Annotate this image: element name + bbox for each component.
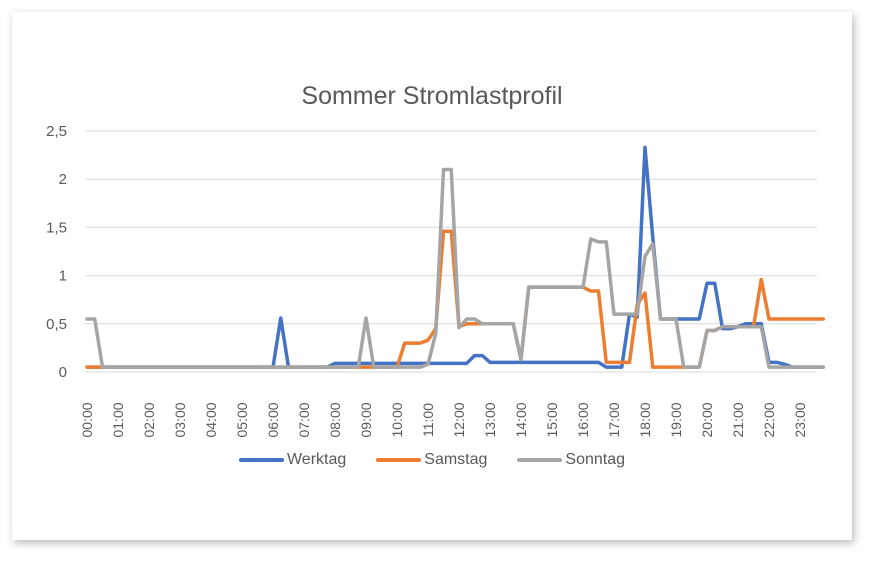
x-tick-label: 14:00 — [513, 402, 529, 437]
x-tick-label: 07:00 — [296, 402, 312, 437]
x-tick-label: 08:00 — [327, 402, 343, 437]
x-tick-label: 21:00 — [730, 402, 746, 437]
legend-label: Samstag — [424, 451, 488, 468]
x-tick-label: 00:00 — [79, 402, 95, 437]
x-tick-label: 01:00 — [110, 402, 126, 437]
legend-item-sonntag[interactable]: Sonntag — [517, 451, 625, 469]
y-tick-label: 2,5 — [46, 123, 67, 140]
legend-line-icon — [238, 458, 284, 462]
x-tick-label: 18:00 — [637, 402, 653, 437]
legend-label: Werktag — [286, 451, 347, 468]
series-line-sonntag[interactable] — [85, 167, 825, 369]
x-tick-label: 19:00 — [668, 402, 684, 437]
chart-title: Sommer Stromlastprofil — [301, 82, 563, 110]
y-tick-label: 1,5 — [46, 219, 67, 236]
x-tick-label: 09:00 — [358, 402, 374, 437]
x-tick-label: 17:00 — [606, 402, 622, 437]
x-tick-label: 04:00 — [203, 402, 219, 437]
x-tick-label: 05:00 — [234, 402, 250, 437]
x-tick-label: 23:00 — [792, 402, 808, 437]
x-tick-label: 06:00 — [265, 402, 281, 437]
x-tick-label: 03:00 — [172, 402, 188, 437]
x-tick-label: 22:00 — [761, 402, 777, 437]
x-tick-label: 15:00 — [544, 402, 560, 437]
y-tick-label: 2 — [59, 171, 67, 188]
legend-label: Sonntag — [565, 451, 626, 468]
legend-line-icon — [517, 458, 563, 462]
chart-legend: Werktag Samstag Sonntag — [12, 451, 852, 469]
legend-item-samstag[interactable]: Samstag — [376, 451, 487, 469]
y-tick-label: 0 — [59, 364, 67, 381]
x-tick-label: 10:00 — [389, 402, 405, 437]
x-tick-label: 11:00 — [420, 403, 436, 437]
y-tick-label: 0,5 — [46, 316, 67, 333]
y-tick-label: 1 — [59, 268, 67, 285]
x-tick-label: 20:00 — [699, 402, 715, 437]
legend-line-icon — [376, 458, 422, 462]
x-tick-label: 12:00 — [451, 402, 467, 437]
x-tick-label: 13:00 — [482, 402, 498, 437]
legend-item-werktag[interactable]: Werktag — [238, 451, 347, 469]
x-tick-label: 02:00 — [141, 402, 157, 437]
x-tick-label: 16:00 — [575, 402, 591, 437]
